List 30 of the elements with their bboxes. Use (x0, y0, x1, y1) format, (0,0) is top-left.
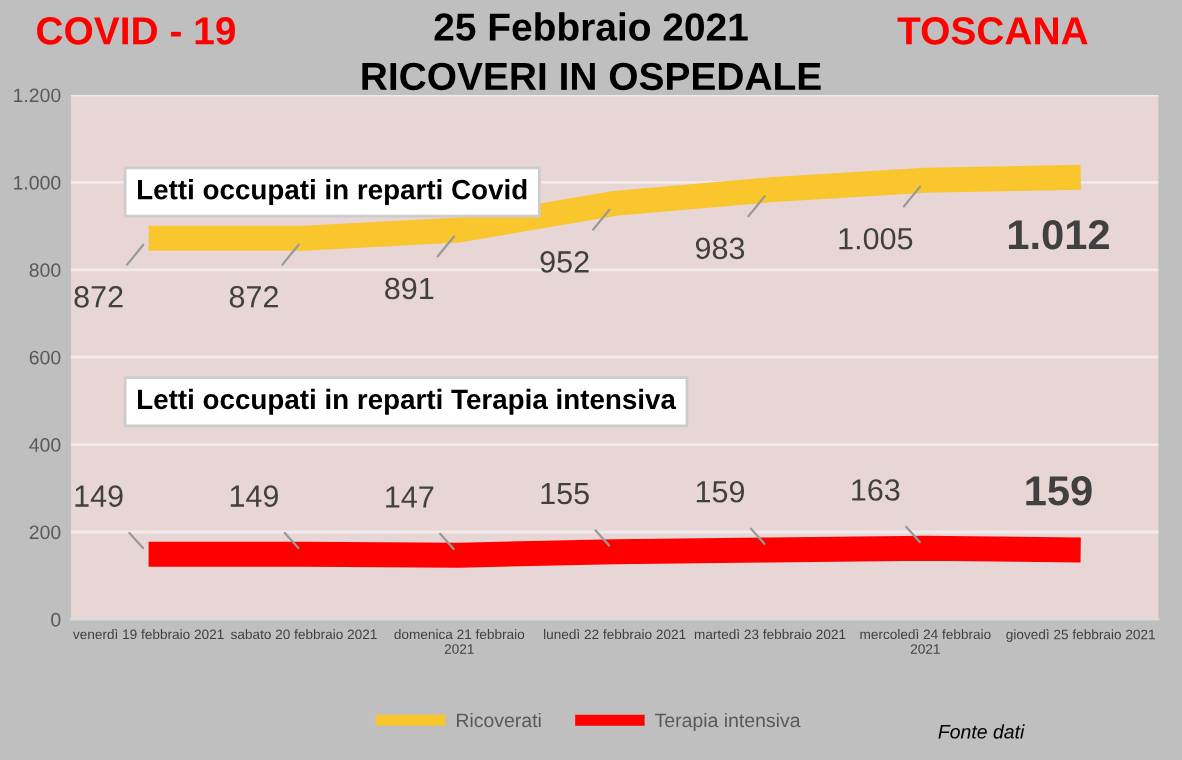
data-label: 872 (229, 286, 278, 308)
data-label: 983 (695, 237, 745, 260)
legend-label: Terapia intensiva (655, 712, 801, 732)
annotation: Letti occupati in reparti Terapia intensiva (138, 388, 677, 415)
data-label: 155 (541, 482, 589, 505)
text: COVID - 19 (37, 17, 235, 45)
y-tick-label: 1.200 (14, 88, 61, 103)
data-label: 149 (230, 485, 278, 507)
legend-label: Ricoverati (456, 712, 541, 728)
data-label: 1.012 (1008, 219, 1109, 250)
chart-title: 25 Febbraio 2021 (434, 12, 748, 41)
data-label: 1.005 (839, 227, 913, 250)
data-label: 159 (1026, 476, 1092, 506)
data-label: 159 (696, 480, 745, 503)
data-label: 872 (74, 286, 123, 308)
chart-subtitle: RICOVERI IN OSPEDALE (362, 62, 821, 91)
data-label: 147 (386, 486, 434, 508)
annotation: Letti occupati in reparti Covid (138, 179, 527, 205)
data-label: 952 (540, 251, 589, 273)
data-label: 163 (852, 479, 900, 501)
y-tick-label: 400 (29, 438, 61, 452)
source-note: Fonte dati (938, 724, 1025, 739)
y-tick-label: 0 (51, 612, 61, 627)
y-tick-label: 800 (29, 263, 61, 278)
data-label: 891 (385, 277, 434, 300)
y-tick-label: 1.000 (14, 175, 61, 190)
y-tick-label: 200 (29, 525, 61, 540)
text: TOSCANA (897, 17, 1088, 45)
data-label: 149 (75, 485, 123, 507)
y-tick-label: 600 (29, 350, 61, 365)
